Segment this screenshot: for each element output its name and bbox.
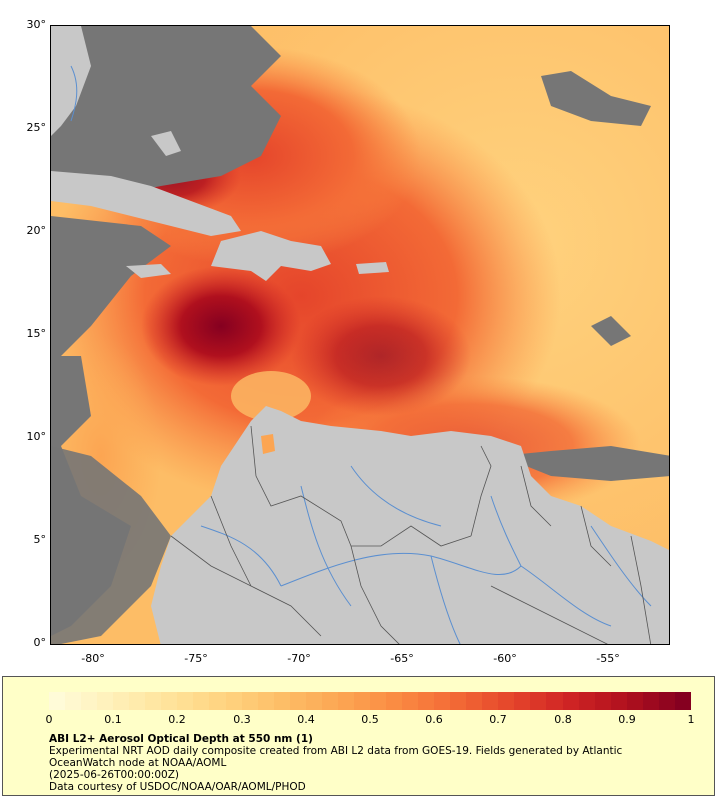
lat-tick-label: 15° (26, 327, 47, 340)
colorbar-segment (273, 692, 290, 710)
colorbar-segment (434, 692, 451, 710)
country-borders (170, 425, 652, 644)
colorbar-segment (610, 692, 627, 710)
rivers (70, 65, 652, 644)
colorbar-segment (177, 692, 194, 710)
colorbar-tick-label: 0 (45, 713, 53, 726)
colorbar-segment (161, 692, 178, 710)
lon-tick-label: -80° (81, 652, 105, 665)
aod-core-east (291, 296, 471, 416)
colorbar-segment (418, 692, 435, 710)
colorbar-segment (65, 692, 82, 710)
colorbar-segment (289, 692, 306, 710)
lat-tick-label: 10° (26, 430, 47, 443)
lon-tick-label: -55° (596, 652, 620, 665)
lake-maracaibo (261, 434, 275, 454)
colorbar-segment (546, 692, 563, 710)
florida-land (51, 26, 91, 136)
lat-tick-label: 25° (26, 121, 47, 134)
colorbar-tick-label: 0.8 (554, 713, 572, 726)
colorbar-segment (81, 692, 98, 710)
colorbar-segment (658, 692, 675, 710)
lon-tick-label: -75° (184, 652, 208, 665)
colorbar-segment (225, 692, 242, 710)
colorbar-segment (626, 692, 643, 710)
colorbar-segment (113, 692, 130, 710)
colorbar-segment (498, 692, 515, 710)
legend-title: ABI L2+ Aerosol Optical Depth at 550 nm … (49, 733, 313, 745)
colorbar-tick-label: 0.5 (361, 713, 379, 726)
colorbar-segment (193, 692, 210, 710)
colorbar-segment (49, 692, 66, 710)
colorbar-segment (209, 692, 226, 710)
colorbar-tick-label: 0.2 (168, 713, 186, 726)
no-data-region (501, 446, 669, 481)
bahamas-land (151, 131, 181, 156)
puerto-rico-land (356, 262, 389, 274)
colorbar-segment (466, 692, 483, 710)
colorbar (49, 692, 691, 710)
colorbar-segment (369, 692, 386, 710)
lat-tick-label: 5° (33, 533, 47, 546)
lat-tick-label: 0° (33, 636, 47, 649)
colorbar-segment (594, 692, 611, 710)
colorbar-tick-label: 1 (687, 713, 695, 726)
legend-panel: 0 0.1 0.2 0.3 0.4 0.5 0.6 0.7 0.8 0.9 1 … (2, 676, 715, 796)
hispaniola-land (211, 231, 331, 281)
no-data-region (51, 26, 281, 196)
colorbar-segment (353, 692, 370, 710)
jamaica-land (126, 264, 171, 278)
colorbar-tick-label: 0.1 (104, 713, 122, 726)
colorbar-segment (257, 692, 274, 710)
no-data-region (591, 316, 631, 346)
colorbar-segment (482, 692, 499, 710)
cuba-land (51, 171, 241, 236)
colorbar-segment (642, 692, 659, 710)
lon-tick-label: -70° (287, 652, 311, 665)
lat-tick-label: 30° (26, 18, 47, 31)
colorbar-segment (305, 692, 322, 710)
legend-timestamp: (2025-06-26T00:00:00Z) (49, 769, 179, 781)
colorbar-segment (241, 692, 258, 710)
colorbar-tick-label: 0.6 (425, 713, 443, 726)
colorbar-tick-label: 0.9 (618, 713, 636, 726)
aod-core (141, 266, 301, 386)
colorbar-tick-label: 0.7 (489, 713, 507, 726)
colorbar-segment (145, 692, 162, 710)
colorbar-segment (578, 692, 595, 710)
no-data-region (51, 216, 171, 356)
aod-light-zone (231, 371, 311, 421)
colorbar-segment (562, 692, 579, 710)
colorbar-segment (337, 692, 354, 710)
lon-tick-label: -60° (493, 652, 517, 665)
no-data-region (541, 71, 651, 126)
legend-credit: Data courtesy of USDOC/NOAA/OAR/AOML/PHO… (49, 781, 306, 793)
colorbar-segment (450, 692, 467, 710)
colorbar-segment (402, 692, 419, 710)
colorbar-segment (530, 692, 547, 710)
colorbar-segment (385, 692, 403, 710)
no-data-region (51, 446, 171, 644)
colorbar-segment (321, 692, 338, 710)
colorbar-segment (129, 692, 146, 710)
lat-tick-label: 20° (26, 224, 47, 237)
lon-tick-label: -65° (390, 652, 414, 665)
colorbar-tick-label: 0.3 (233, 713, 251, 726)
legend-description: Experimental NRT AOD daily composite cre… (49, 745, 623, 769)
colorbar-segment (674, 692, 691, 710)
aod-map[interactable] (50, 25, 670, 645)
legend-text: ABI L2+ Aerosol Optical Depth at 550 nm … (49, 733, 689, 793)
colorbar-segment (514, 692, 531, 710)
colorbar-tick-label: 0.4 (297, 713, 315, 726)
colorbar-segment (97, 692, 114, 710)
